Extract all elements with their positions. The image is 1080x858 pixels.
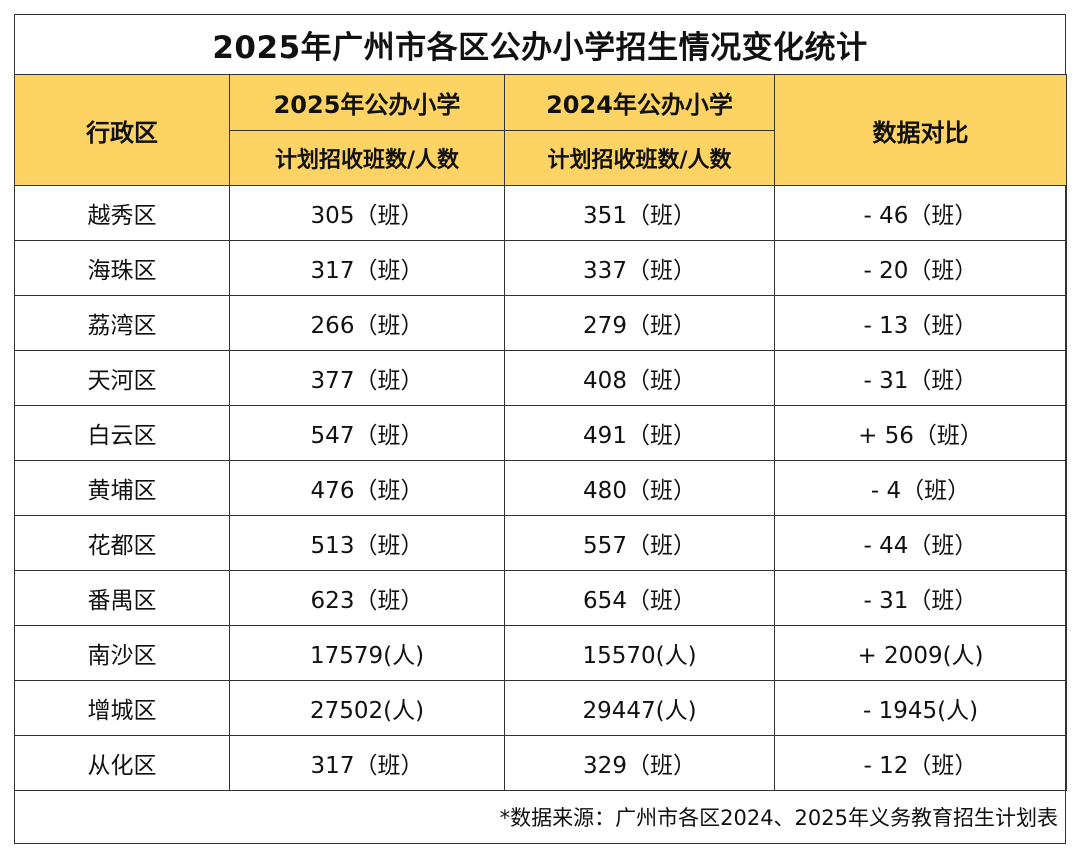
cell-diff: - 31（班） [774, 350, 1067, 406]
table-row: 天河区 377（班） 408（班） - 31（班） [14, 350, 1067, 406]
cell-2025: 476（班） [229, 460, 505, 516]
table-row: 海珠区 317（班） 337（班） - 20（班） [14, 240, 1067, 296]
cell-2025: 317（班） [229, 735, 505, 791]
enrollment-table: 行政区 2025年公办小学 2024年公办小学 数据对比 计划招收班数/人数 计… [14, 74, 1067, 791]
subheader-2024: 计划招收班数/人数 [504, 130, 775, 186]
cell-2024: 279（班） [504, 295, 775, 351]
table-row: 番禺区 623（班） 654（班） - 31（班） [14, 570, 1067, 626]
cell-district: 荔湾区 [14, 295, 230, 351]
cell-2024: 29447(人) [504, 680, 775, 736]
table-row: 白云区 547（班） 491（班） + 56（班） [14, 405, 1067, 461]
table-row: 增城区 27502(人) 29447(人) - 1945(人) [14, 680, 1067, 736]
cell-2025: 266（班） [229, 295, 505, 351]
cell-2024: 557（班） [504, 515, 775, 571]
cell-2025: 547（班） [229, 405, 505, 461]
cell-district: 天河区 [14, 350, 230, 406]
table-row: 荔湾区 266（班） 279（班） - 13（班） [14, 295, 1067, 351]
header-2025: 2025年公办小学 [229, 74, 505, 131]
cell-diff: + 2009(人) [774, 625, 1067, 681]
page-title: 2025年广州市各区公办小学招生情况变化统计 [212, 29, 868, 66]
cell-2024: 408（班） [504, 350, 775, 406]
cell-district: 海珠区 [14, 240, 230, 296]
header-district: 行政区 [14, 74, 230, 186]
cell-diff: - 13（班） [774, 295, 1067, 351]
cell-2025: 27502(人) [229, 680, 505, 736]
table-row: 南沙区 17579(人) 15570(人) + 2009(人) [14, 625, 1067, 681]
cell-2025: 623（班） [229, 570, 505, 626]
cell-2025: 305（班） [229, 185, 505, 241]
header-compare: 数据对比 [774, 74, 1067, 186]
cell-district: 增城区 [14, 680, 230, 736]
cell-2025: 513（班） [229, 515, 505, 571]
cell-diff: - 31（班） [774, 570, 1067, 626]
cell-diff: - 12（班） [774, 735, 1067, 791]
cell-district: 南沙区 [14, 625, 230, 681]
cell-diff: - 20（班） [774, 240, 1067, 296]
cell-2024: 337（班） [504, 240, 775, 296]
subheader-2025: 计划招收班数/人数 [229, 130, 505, 186]
cell-2024: 654（班） [504, 570, 775, 626]
table-row: 黄埔区 476（班） 480（班） - 4（班） [14, 460, 1067, 516]
table-row: 从化区 317（班） 329（班） - 12（班） [14, 735, 1067, 791]
cell-2025: 17579(人) [229, 625, 505, 681]
cell-district: 花都区 [14, 515, 230, 571]
source-note: *数据来源：广州市各区2024、2025年义务教育招生计划表 [499, 806, 1058, 830]
cell-2025: 317（班） [229, 240, 505, 296]
cell-diff: - 1945(人) [774, 680, 1067, 736]
cell-district: 白云区 [14, 405, 230, 461]
cell-district: 从化区 [14, 735, 230, 791]
header-2024: 2024年公办小学 [504, 74, 775, 131]
cell-2025: 377（班） [229, 350, 505, 406]
cell-2024: 491（班） [504, 405, 775, 461]
cell-diff: - 46（班） [774, 185, 1067, 241]
cell-diff: - 44（班） [774, 515, 1067, 571]
table-row: 花都区 513（班） 557（班） - 44（班） [14, 515, 1067, 571]
cell-2024: 15570(人) [504, 625, 775, 681]
cell-district: 黄埔区 [14, 460, 230, 516]
cell-district: 番禺区 [14, 570, 230, 626]
cell-diff: + 56（班） [774, 405, 1067, 461]
table-row: 越秀区 305（班） 351（班） - 46（班） [14, 185, 1067, 241]
cell-district: 越秀区 [14, 185, 230, 241]
cell-2024: 329（班） [504, 735, 775, 791]
cell-diff: - 4（班） [774, 460, 1067, 516]
cell-2024: 480（班） [504, 460, 775, 516]
cell-2024: 351（班） [504, 185, 775, 241]
